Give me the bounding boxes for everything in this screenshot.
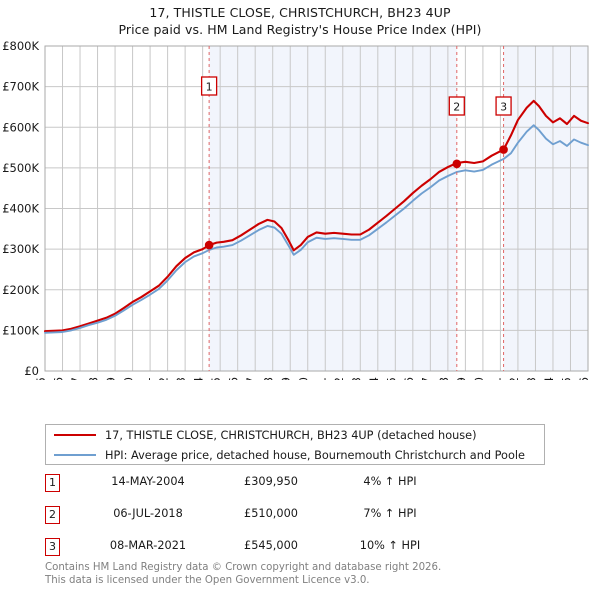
price-history-chart: £0 £100K £200K £300K £400K £500K £600K £700K £80… xyxy=(0,40,600,380)
y-axis-tick-label: £100K xyxy=(2,323,39,337)
x-axis-tick-label: 2006 xyxy=(227,377,241,380)
page-subtitle: Price paid vs. HM Land Registry's House … xyxy=(118,22,482,37)
table-row: 2 06-JUL-2018 £510,000 7% ↑ HPI xyxy=(45,504,565,536)
x-axis-tick-label: 2023 xyxy=(524,377,538,380)
chart-svg: £0 £100K £200K £300K £400K £500K £600K £700K £80… xyxy=(2,40,591,380)
x-axis-tick-label: 2016 xyxy=(402,377,416,380)
x-axis-tick-label: 2025 xyxy=(559,377,573,380)
sale-hpi-delta: 7% ↑ HPI xyxy=(363,507,417,520)
sale-date: 08-MAR-2021 xyxy=(109,539,187,552)
footer-attribution: Contains HM Land Registry data © Crown c… xyxy=(45,562,585,587)
sale-date: 06-JUL-2018 xyxy=(113,507,183,520)
footer-copyright: Contains HM Land Registry data © Crown c… xyxy=(45,562,442,573)
sale-marker-badge: 3 xyxy=(45,538,60,556)
x-axis-tick-label: 2015 xyxy=(384,377,398,380)
legend-swatch-property xyxy=(54,434,96,436)
sale-hpi-delta: 4% ↑ HPI xyxy=(363,475,417,488)
sale-marker-box xyxy=(495,96,512,116)
plot-border xyxy=(44,45,589,372)
legend-label-property: 17, THISTLE CLOSE, CHRISTCHURCH, BH23 4U… xyxy=(105,428,477,442)
x-axis-tick-label: 1995 xyxy=(34,377,48,380)
x-axis-tick-label: 2013 xyxy=(349,377,363,380)
sale-marker-dot xyxy=(499,145,508,154)
x-axis-tick-label: 2009 xyxy=(279,377,293,380)
sales-table: 1 14-MAY-2004 £309,950 4% ↑ HPI 2 06-JUL… xyxy=(45,472,565,568)
y-axis-tick-label: £500K xyxy=(2,161,39,175)
x-axis-tick-label: 2008 xyxy=(262,377,276,380)
page-title: 17, THISTLE CLOSE, CHRISTCHURCH, BH23 4U… xyxy=(149,5,451,20)
x-axis-tick-label: 2019 xyxy=(454,377,468,380)
x-axis-tick-label: 2005 xyxy=(209,377,223,380)
sale-marker-label: 1 xyxy=(206,81,213,94)
x-axis-tick-label: 2018 xyxy=(437,377,451,380)
sale-marker-box xyxy=(200,76,218,96)
x-axis-tick-label: 2002 xyxy=(157,377,171,380)
x-axis-tick-label: 2020 xyxy=(472,377,486,380)
legend-swatch-hpi xyxy=(54,454,96,456)
y-axis-tick-label: £300K xyxy=(2,242,39,256)
sale-hpi-delta: 10% ↑ HPI xyxy=(359,539,421,552)
y-axis-tick-label: £600K xyxy=(2,120,39,134)
x-axis-tick-label: 2000 xyxy=(122,377,136,380)
x-axis-tick-label: 2017 xyxy=(419,377,433,380)
x-axis-tick-label: 2010 xyxy=(297,377,311,380)
sale-marker-dot xyxy=(452,159,462,169)
x-axis-tick-label: 2004 xyxy=(192,377,206,380)
x-axis-tick-label: 2001 xyxy=(139,377,153,380)
table-row: 1 14-MAY-2004 £309,950 4% ↑ HPI xyxy=(45,472,565,504)
x-axis-tick-label: 1998 xyxy=(87,377,101,380)
x-axis-tick-label: 2021 xyxy=(489,377,503,380)
sale-date: 14-MAY-2004 xyxy=(111,475,185,488)
x-axis-tick-label: 1997 xyxy=(69,377,83,380)
chart-legend: 17, THISTLE CLOSE, CHRISTCHURCH, BH23 4U… xyxy=(45,424,545,465)
sale-marker-label: 2 xyxy=(453,101,460,114)
table-row: 3 08-MAR-2021 £545,000 10% ↑ HPI xyxy=(45,536,565,568)
x-axis-tick-label: 1996 xyxy=(52,377,66,380)
x-axis-tick-label: 2022 xyxy=(507,377,521,380)
x-axis-tick-label: 2007 xyxy=(244,377,258,380)
legend-label-hpi: HPI: Average price, detached house, Bour… xyxy=(105,448,525,462)
sale-price: £309,950 xyxy=(244,475,298,488)
y-axis-tick-label: £700K xyxy=(2,80,39,94)
x-axis-tick-label: 2003 xyxy=(174,377,188,380)
x-axis-tick-label: 2014 xyxy=(367,377,381,380)
chart-title-block: 17, THISTLE CLOSE, CHRISTCHURCH, BH23 4U… xyxy=(0,4,600,38)
sale-marker-badge: 1 xyxy=(45,474,60,492)
sale-marker-badge: 2 xyxy=(45,506,60,524)
y-axis-tick-label: £400K xyxy=(2,202,39,216)
sale-price: £510,000 xyxy=(244,507,298,520)
sale-price: £545,000 xyxy=(244,539,298,552)
legend-item-hpi: HPI: Average price, detached house, Bour… xyxy=(46,445,544,465)
x-axis-tick-label: 2012 xyxy=(332,377,346,380)
x-axis-tick-label: 2011 xyxy=(314,377,328,380)
x-axis-tick-label: 2026 xyxy=(577,377,591,380)
sale-marker-box xyxy=(448,96,465,116)
series-line-hpi xyxy=(44,124,589,334)
footer-licence: This data is licensed under the Open Gov… xyxy=(45,574,370,586)
y-axis-tick-label: £800K xyxy=(2,40,39,53)
sale-marker-dot xyxy=(204,240,214,250)
x-axis-tick-label: 1999 xyxy=(104,377,118,380)
legend-item-property: 17, THISTLE CLOSE, CHRISTCHURCH, BH23 4U… xyxy=(46,425,544,445)
x-axis-tick-label: 2024 xyxy=(542,377,556,380)
y-axis-tick-label: £200K xyxy=(2,283,39,297)
y-axis-tick-label: £0 xyxy=(24,364,39,378)
series-line-property xyxy=(43,99,590,333)
sale-marker-label: 3 xyxy=(500,101,507,114)
